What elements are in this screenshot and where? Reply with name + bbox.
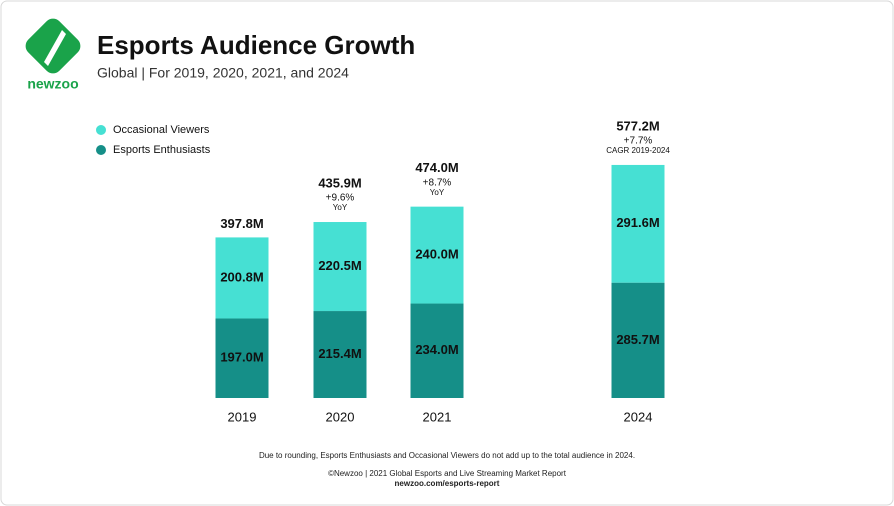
legend-marker: [96, 145, 106, 155]
value-label: 285.7M: [616, 332, 659, 347]
total-label: 397.8M: [220, 216, 263, 231]
logo-stripe: [44, 30, 66, 66]
total-label: 435.9M: [318, 175, 361, 190]
legend-label: Esports Enthusiasts: [113, 144, 211, 156]
logo-text: newzoo: [27, 76, 78, 92]
source: ©Newzoo | 2021 Global Esports and Live S…: [328, 469, 567, 478]
growth-label: +7.7%: [624, 136, 653, 147]
bar-segment: [611, 164, 665, 283]
bar-segment: [611, 282, 665, 398]
bar-segment: [313, 222, 367, 312]
growth-note: YoY: [430, 188, 445, 197]
x-tick-label: 2020: [326, 409, 355, 424]
source-url: newzoo.com/esports-report: [395, 479, 500, 488]
legend-label: Occasional Viewers: [113, 124, 210, 136]
x-tick-label: 2021: [423, 409, 452, 424]
growth-label: +8.7%: [423, 177, 452, 188]
growth-note: CAGR 2019-2024: [606, 146, 670, 155]
total-label: 577.2M: [616, 118, 659, 133]
chart-subtitle: Global | For 2019, 2020, 2021, and 2024: [97, 65, 349, 81]
legend-marker: [96, 125, 106, 135]
bar-segment: [215, 318, 269, 398]
total-label: 474.0M: [415, 160, 458, 175]
logo: newzoo: [25, 18, 81, 92]
value-label: 291.6M: [616, 215, 659, 230]
x-tick-label: 2024: [624, 409, 653, 424]
bar-segment: [410, 303, 464, 398]
footnote: Due to rounding, Esports Enthusiasts and…: [259, 451, 635, 460]
x-tick-label: 2019: [228, 409, 257, 424]
bar-segment: [313, 311, 367, 398]
value-label: 197.0M: [220, 350, 263, 365]
value-label: 215.4M: [318, 346, 361, 361]
bar-segment: [410, 206, 464, 304]
growth-label: +9.6%: [326, 193, 355, 204]
value-label: 234.0M: [415, 342, 458, 357]
bar-segment: [215, 237, 269, 319]
value-label: 240.0M: [415, 247, 458, 262]
chart-title: Esports Audience Growth: [97, 30, 415, 60]
value-label: 220.5M: [318, 258, 361, 273]
growth-note: YoY: [333, 203, 348, 212]
value-label: 200.8M: [220, 269, 263, 284]
